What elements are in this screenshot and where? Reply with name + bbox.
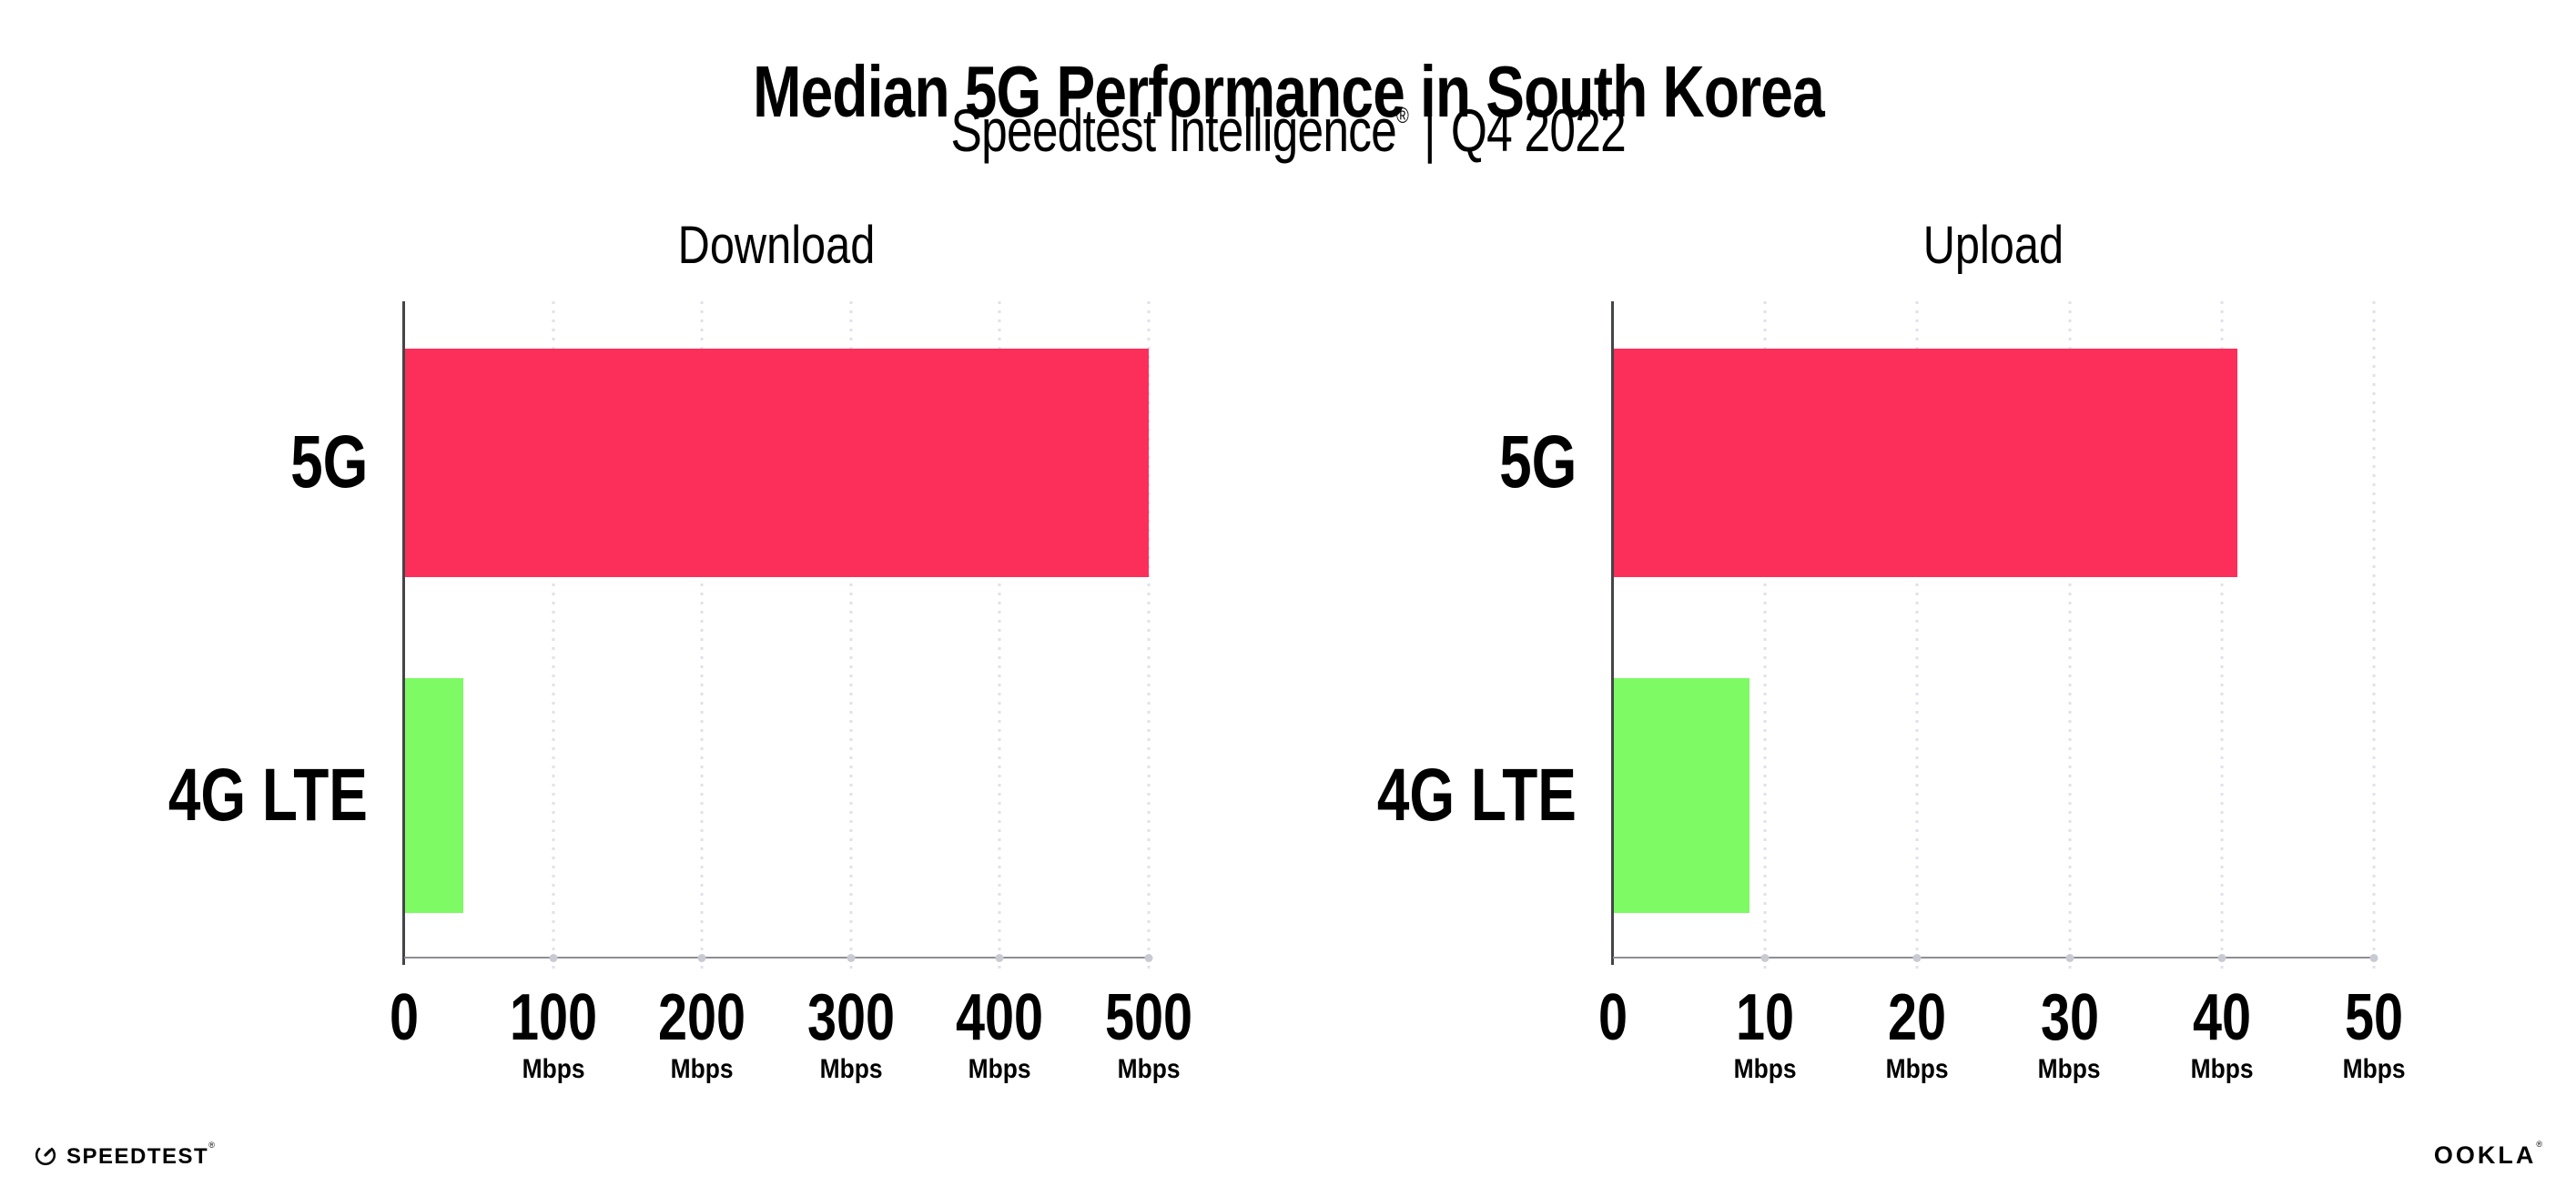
- upload-category-labels: 5G 4G LTE: [1340, 301, 1577, 958]
- page-subtitle: Speedtest Intelligence® | Q4 2022: [0, 89, 2576, 165]
- tick-dot-300: [847, 954, 856, 962]
- x-tick-300: 300 Mbps: [796, 985, 906, 1083]
- page-subtitle-text: Speedtest Intelligence® | Q4 2022: [950, 89, 1627, 165]
- download-x-axis-tick-labels: 0 100 Mbps 200 Mbps 300 Mbps 400 Mbps 500 Mbps: [390, 985, 1192, 1103]
- x-tick-value: 200: [658, 981, 746, 1054]
- x-tick-value: 400: [956, 981, 1044, 1054]
- bar-5g: [1613, 348, 2237, 577]
- upload-plot-area: [1611, 301, 2378, 970]
- x-tick-0: 0: [1595, 985, 1631, 1050]
- bar-4g-lte: [404, 677, 464, 913]
- speedtest-registered-mark: ®: [208, 1141, 217, 1150]
- speedtest-gauge-icon: [35, 1147, 56, 1165]
- download-category-labels: 5G 4G LTE: [131, 301, 368, 958]
- download-y-axis-spine: [402, 301, 405, 965]
- tick-dot-30: [2065, 954, 2074, 962]
- registered-mark: ®: [1395, 104, 1409, 128]
- x-tick-value: 50: [2344, 981, 2404, 1054]
- x-tick-0: 0: [386, 985, 422, 1050]
- x-tick-500: 500 Mbps: [1094, 985, 1203, 1083]
- x-tick-unit: Mbps: [2190, 1054, 2254, 1084]
- download-x-axis-line: [404, 957, 1149, 959]
- subtitle-brand: Speedtest Intelligence: [950, 96, 1396, 164]
- x-tick-value: 0: [389, 981, 420, 1054]
- x-tick-value: 10: [1736, 981, 1795, 1054]
- subtitle-period: Q4 2022: [1450, 96, 1627, 164]
- subtitle-separator: |: [1423, 96, 1435, 164]
- x-tick-unit: Mbps: [2342, 1054, 2406, 1084]
- gridline-200: [700, 301, 704, 970]
- tick-dot-10: [1760, 954, 1770, 962]
- x-tick-20: 20 Mbps: [1881, 985, 1953, 1083]
- gridline-50: [2372, 301, 2376, 970]
- x-tick-unit: Mbps: [1885, 1054, 1949, 1084]
- upload-chart-title-text: Upload: [1922, 216, 2064, 275]
- tick-dot-50: [2369, 954, 2378, 962]
- x-tick-30: 30 Mbps: [2033, 985, 2106, 1083]
- x-tick-200: 200 Mbps: [647, 985, 756, 1083]
- x-tick-unit: Mbps: [1117, 1054, 1181, 1084]
- category-label-5g: 5G: [289, 421, 368, 504]
- x-tick-unit: Mbps: [1733, 1054, 1797, 1084]
- page-title-text: Median 5G Performance in South Korea: [752, 50, 1825, 132]
- x-tick-value: 100: [509, 981, 597, 1054]
- x-tick-100: 100 Mbps: [499, 985, 608, 1083]
- gridline-400: [998, 301, 1001, 970]
- gridline-500: [1147, 301, 1151, 970]
- tick-dot-40: [2217, 954, 2226, 962]
- x-tick-value: 40: [2192, 981, 2251, 1054]
- tick-dot-100: [549, 954, 558, 962]
- ookla-logo: OOKLA®: [2434, 1140, 2545, 1168]
- gridline-100: [552, 301, 555, 970]
- bar-5g: [404, 348, 1149, 577]
- gridline-10: [1763, 301, 1767, 970]
- category-label-4g-lte: 4G LTE: [1376, 753, 1577, 837]
- upload-x-axis-line: [1613, 957, 2374, 959]
- x-tick-unit: Mbps: [2038, 1054, 2102, 1084]
- gridline-300: [849, 301, 853, 970]
- x-tick-value: 300: [806, 981, 895, 1054]
- speedtest-logo: SPEEDTEST®: [34, 1141, 216, 1168]
- page-title: Median 5G Performance in South Korea: [0, 50, 2576, 132]
- x-tick-unit: Mbps: [522, 1054, 585, 1084]
- speedtest-label: SPEEDTEST: [66, 1144, 209, 1169]
- upload-y-axis-spine: [1611, 301, 1614, 965]
- category-label-4g-lte: 4G LTE: [167, 753, 368, 837]
- speedtest-wordmark: SPEEDTEST®: [66, 1141, 216, 1168]
- x-tick-value: 20: [1888, 981, 1947, 1054]
- x-tick-value: 500: [1104, 981, 1193, 1054]
- download-chart-title: Download: [404, 217, 1149, 275]
- x-tick-unit: Mbps: [670, 1054, 734, 1084]
- x-tick-value: 30: [2040, 981, 2099, 1054]
- x-tick-10: 10 Mbps: [1729, 985, 1801, 1083]
- upload-x-axis-tick-labels: 0 10 Mbps 20 Mbps 30 Mbps 40 Mbps 50 Mbps: [1598, 985, 2405, 1103]
- x-tick-unit: Mbps: [968, 1054, 1031, 1084]
- tick-dot-400: [995, 954, 1004, 962]
- gridline-20: [1915, 301, 1919, 970]
- ookla-registered-mark: ®: [2536, 1140, 2545, 1149]
- tick-dot-20: [1912, 954, 1922, 962]
- x-tick-value: 0: [1597, 981, 1628, 1054]
- x-tick-50: 50 Mbps: [2338, 985, 2410, 1083]
- download-plot-area: [402, 301, 1153, 970]
- tick-dot-500: [1144, 954, 1153, 962]
- ookla-wordmark: OOKLA: [2433, 1141, 2537, 1169]
- upload-chart-title: Upload: [1613, 217, 2374, 275]
- gridline-30: [2068, 301, 2072, 970]
- category-label-5g: 5G: [1498, 421, 1577, 504]
- download-chart-title-text: Download: [677, 216, 876, 275]
- x-tick-unit: Mbps: [819, 1054, 883, 1084]
- gridline-40: [2220, 301, 2224, 970]
- tick-dot-200: [697, 954, 706, 962]
- x-tick-40: 40 Mbps: [2186, 985, 2258, 1083]
- bar-4g-lte: [1613, 677, 1750, 913]
- x-tick-400: 400 Mbps: [945, 985, 1054, 1083]
